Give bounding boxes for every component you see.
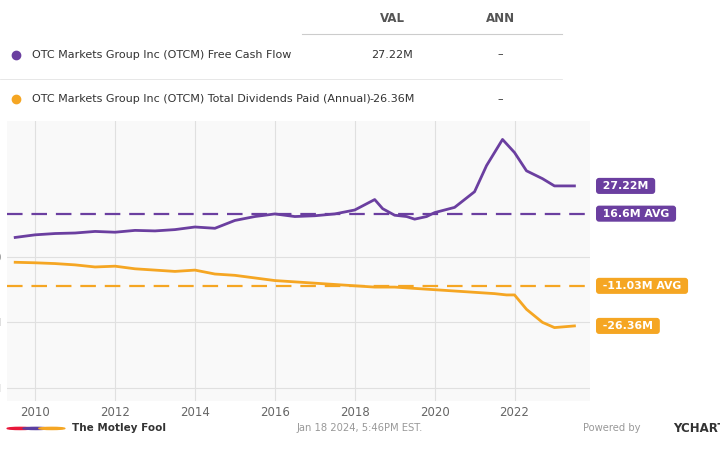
Point [0,76,4,82]
Text: YCHARTS: YCHARTS [673,422,720,435]
Text: ANN: ANN [486,12,515,25]
Point [557,31,566,37]
Circle shape [39,427,65,430]
Circle shape [23,427,49,430]
Point [557,76,566,82]
Text: Powered by: Powered by [583,424,641,433]
Text: VAL: VAL [380,12,405,25]
Text: OTC Markets Group Inc (OTCM) Total Dividends Paid (Annual): OTC Markets Group Inc (OTCM) Total Divid… [32,94,371,104]
Text: The Motley Fool: The Motley Fool [72,424,166,433]
Text: 27.22M: 27.22M [372,49,413,60]
Text: –: – [498,49,503,60]
Text: 27.22M: 27.22M [599,181,652,191]
Text: -26.36M: -26.36M [369,94,415,104]
Point [298,31,307,37]
Text: -11.03M AVG: -11.03M AVG [599,281,685,291]
Text: OTC Markets Group Inc (OTCM) Free Cash Flow: OTC Markets Group Inc (OTCM) Free Cash F… [32,49,292,60]
Text: -26.36M: -26.36M [599,321,657,331]
Text: Jan 18 2024, 5:46PM EST.: Jan 18 2024, 5:46PM EST. [297,424,423,433]
Circle shape [7,427,33,430]
Text: 16.6M AVG: 16.6M AVG [599,209,673,219]
Text: –: – [498,94,503,104]
